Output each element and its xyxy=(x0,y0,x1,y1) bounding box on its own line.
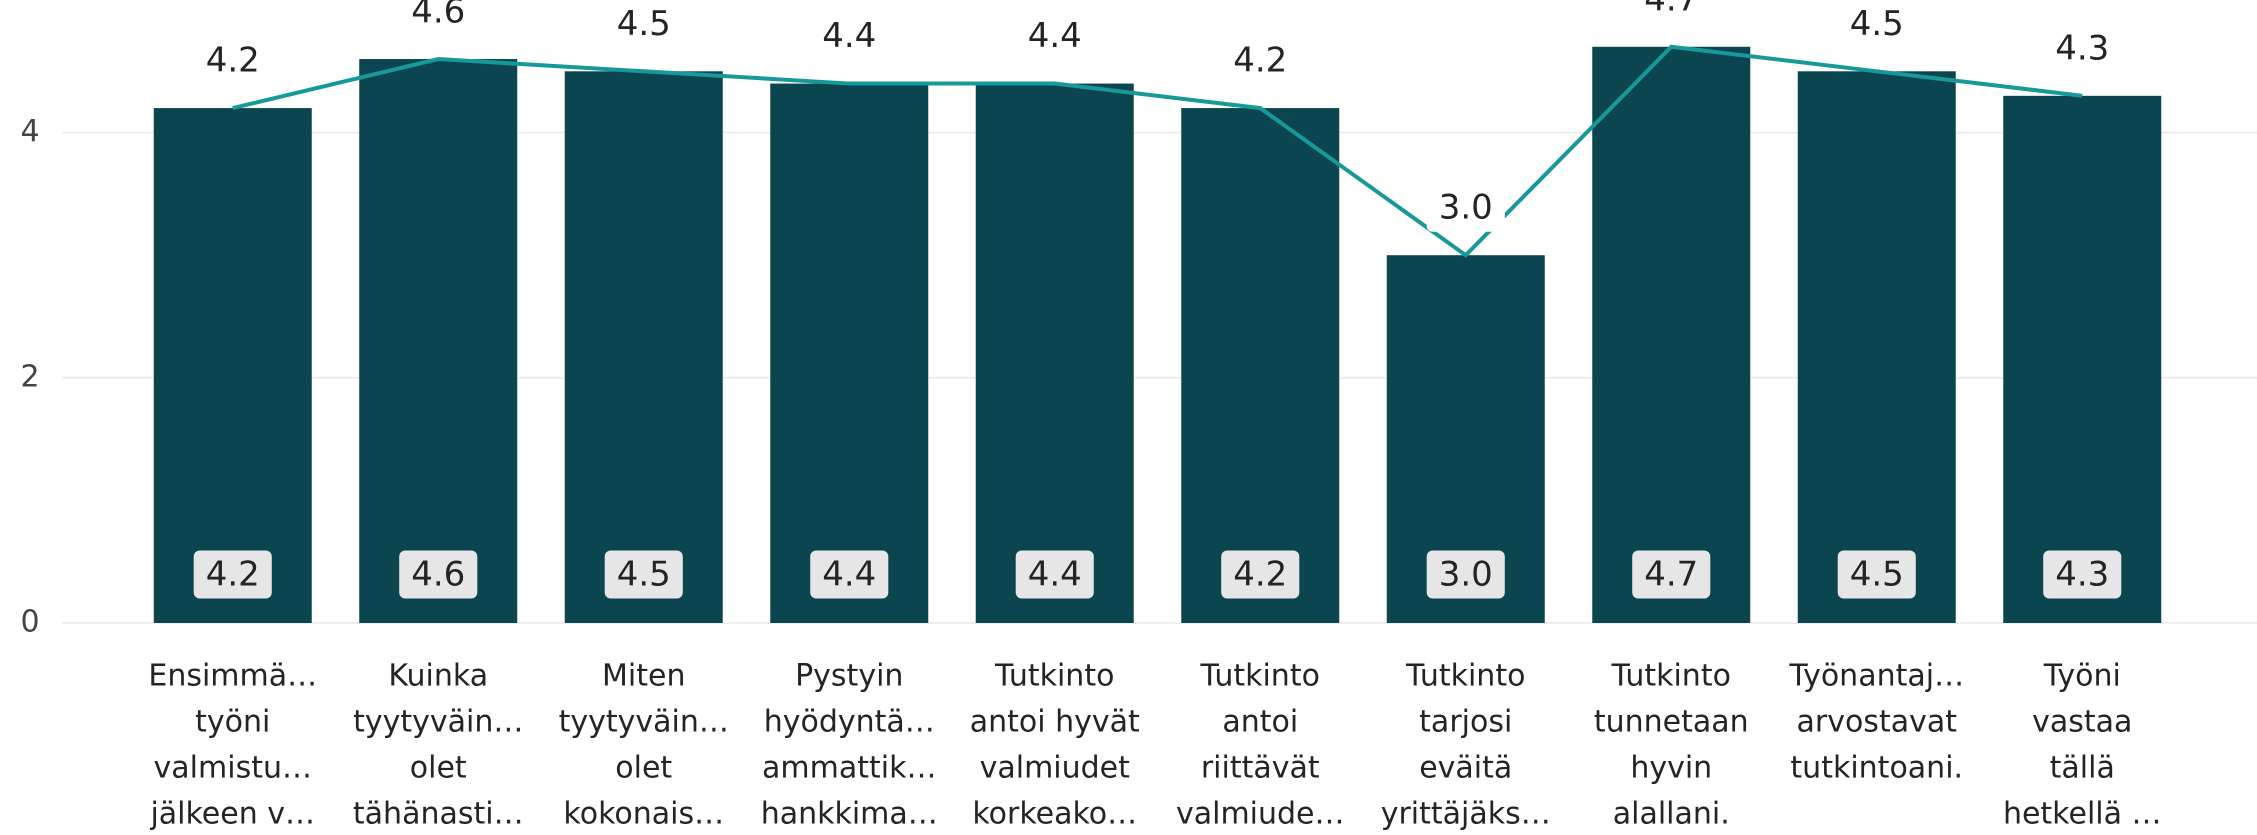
bar-data-label-box xyxy=(604,550,683,599)
line-data-label: 4.7 xyxy=(1644,0,1698,19)
line-data-label-box xyxy=(1426,183,1505,232)
line-data-label-box xyxy=(2043,24,2122,73)
bar xyxy=(1181,108,1340,623)
x-tick-label: Pystyin xyxy=(795,659,903,694)
line-data-label: 3.0 xyxy=(1439,188,1493,228)
bar-data-label: 4.5 xyxy=(1850,555,1904,595)
x-tick-label: Miten xyxy=(602,659,685,694)
x-tick-label: tähänasti… xyxy=(353,797,524,832)
x-tick-label: Tutkinto xyxy=(1405,659,1525,694)
x-tick-label: valmiude… xyxy=(1176,797,1345,832)
x-tick-label: hyödyntä… xyxy=(764,705,935,740)
line-data-label: 4.5 xyxy=(1850,4,1904,44)
line-data-label: 4.6 xyxy=(411,0,465,32)
x-tick-label: eväitä xyxy=(1419,751,1512,786)
bar-data-label-box xyxy=(1426,550,1505,599)
bar xyxy=(975,83,1134,623)
x-tick-label: Tutkinto xyxy=(994,659,1114,694)
x-tick-label: tunnetaan xyxy=(1594,705,1749,740)
bar-data-label: 4.2 xyxy=(1233,555,1287,595)
x-tick-label: Työnantaj… xyxy=(1788,659,1964,694)
bar-data-label-box xyxy=(1632,550,1711,599)
line-data-label-box xyxy=(1632,0,1711,24)
bar-data-label-box xyxy=(810,550,889,599)
x-tick-label: työni xyxy=(195,705,270,740)
x-tick-label: Työni xyxy=(2043,659,2121,694)
x-tick-label: kokonais… xyxy=(563,797,724,832)
x-tick-label: olet xyxy=(410,751,467,786)
bar-data-label: 4.4 xyxy=(822,555,876,595)
x-tick-label: tyytyväin… xyxy=(353,705,523,740)
bar xyxy=(770,83,929,623)
line-data-label-box xyxy=(604,0,683,48)
line-data-label: 4.3 xyxy=(2055,28,2109,68)
bar xyxy=(153,108,312,623)
x-tick-label: ammattik… xyxy=(762,751,936,786)
line-data-label: 4.2 xyxy=(206,41,260,81)
y-tick-label: 2 xyxy=(20,359,39,394)
x-tick-label: hetkellä … xyxy=(2003,797,2162,832)
bar-data-label-box xyxy=(193,550,272,599)
x-tick-label: tarjosi xyxy=(1419,705,1512,740)
line-data-label-box xyxy=(1015,12,1094,61)
x-tick-label: antoi hyvät xyxy=(970,705,1140,740)
x-tick-label: arvostavat xyxy=(1796,705,1957,740)
x-tick-label: tyytyväin… xyxy=(559,705,729,740)
bar-data-label: 4.5 xyxy=(617,555,671,595)
x-tick-label: jälkeen v… xyxy=(149,797,315,832)
bar-data-label: 4.2 xyxy=(206,555,260,595)
bar xyxy=(359,59,518,624)
x-tick-label: alallani. xyxy=(1613,797,1730,832)
line-data-label-box xyxy=(810,12,889,61)
line-data-label-box xyxy=(1837,0,1916,48)
bar-data-label-box xyxy=(1837,550,1916,599)
bar-data-label-box xyxy=(2043,550,2122,599)
bar-data-label-box xyxy=(1221,550,1300,599)
x-tick-label: Kuinka xyxy=(388,659,488,694)
x-tick-label: korkeako… xyxy=(972,797,1137,832)
x-tick-label: valmiudet xyxy=(980,751,1131,786)
bar-data-label: 4.3 xyxy=(2055,555,2109,595)
line-data-label-box xyxy=(399,0,478,36)
x-tick-label: Ensimmä… xyxy=(148,659,317,694)
line-data-label: 4.5 xyxy=(617,4,671,44)
x-tick-label: valmistu… xyxy=(154,751,312,786)
x-tick-label: tutkintoani. xyxy=(1790,751,1963,786)
bar-data-label-box xyxy=(1015,550,1094,599)
x-tick-label: tällä xyxy=(2050,751,2115,786)
x-tick-label: yrittäjäks… xyxy=(1381,797,1551,832)
x-tick-label: riittävät xyxy=(1201,751,1320,786)
x-tick-label: antoi xyxy=(1222,705,1298,740)
y-tick-label: 0 xyxy=(20,605,39,640)
y-tick-label: 4 xyxy=(20,114,39,149)
bar xyxy=(1797,71,1956,624)
line-data-label: 4.2 xyxy=(1233,41,1287,81)
x-tick-label: vastaa xyxy=(2032,705,2132,740)
line-data-label: 4.4 xyxy=(822,16,876,56)
x-tick-label: hyvin xyxy=(1630,751,1712,786)
bar xyxy=(564,71,723,624)
line-data-label-box xyxy=(1221,36,1300,85)
bar xyxy=(1592,46,1751,623)
line xyxy=(232,44,2083,258)
x-tick-label: olet xyxy=(615,751,672,786)
line-data-label-box xyxy=(193,36,272,85)
bar-data-label: 3.0 xyxy=(1439,555,1493,595)
bar-data-label: 4.7 xyxy=(1644,555,1698,595)
x-tick-label: Tutkinto xyxy=(1611,659,1731,694)
x-tick-label: hankkima… xyxy=(761,797,938,832)
x-tick-label: Tutkinto xyxy=(1200,659,1320,694)
bar-data-label: 4.4 xyxy=(1028,555,1082,595)
line-data-label: 4.4 xyxy=(1028,16,1082,56)
bar-data-label: 4.6 xyxy=(411,555,465,595)
bar-data-label-box xyxy=(399,550,478,599)
bar xyxy=(2003,95,2162,623)
